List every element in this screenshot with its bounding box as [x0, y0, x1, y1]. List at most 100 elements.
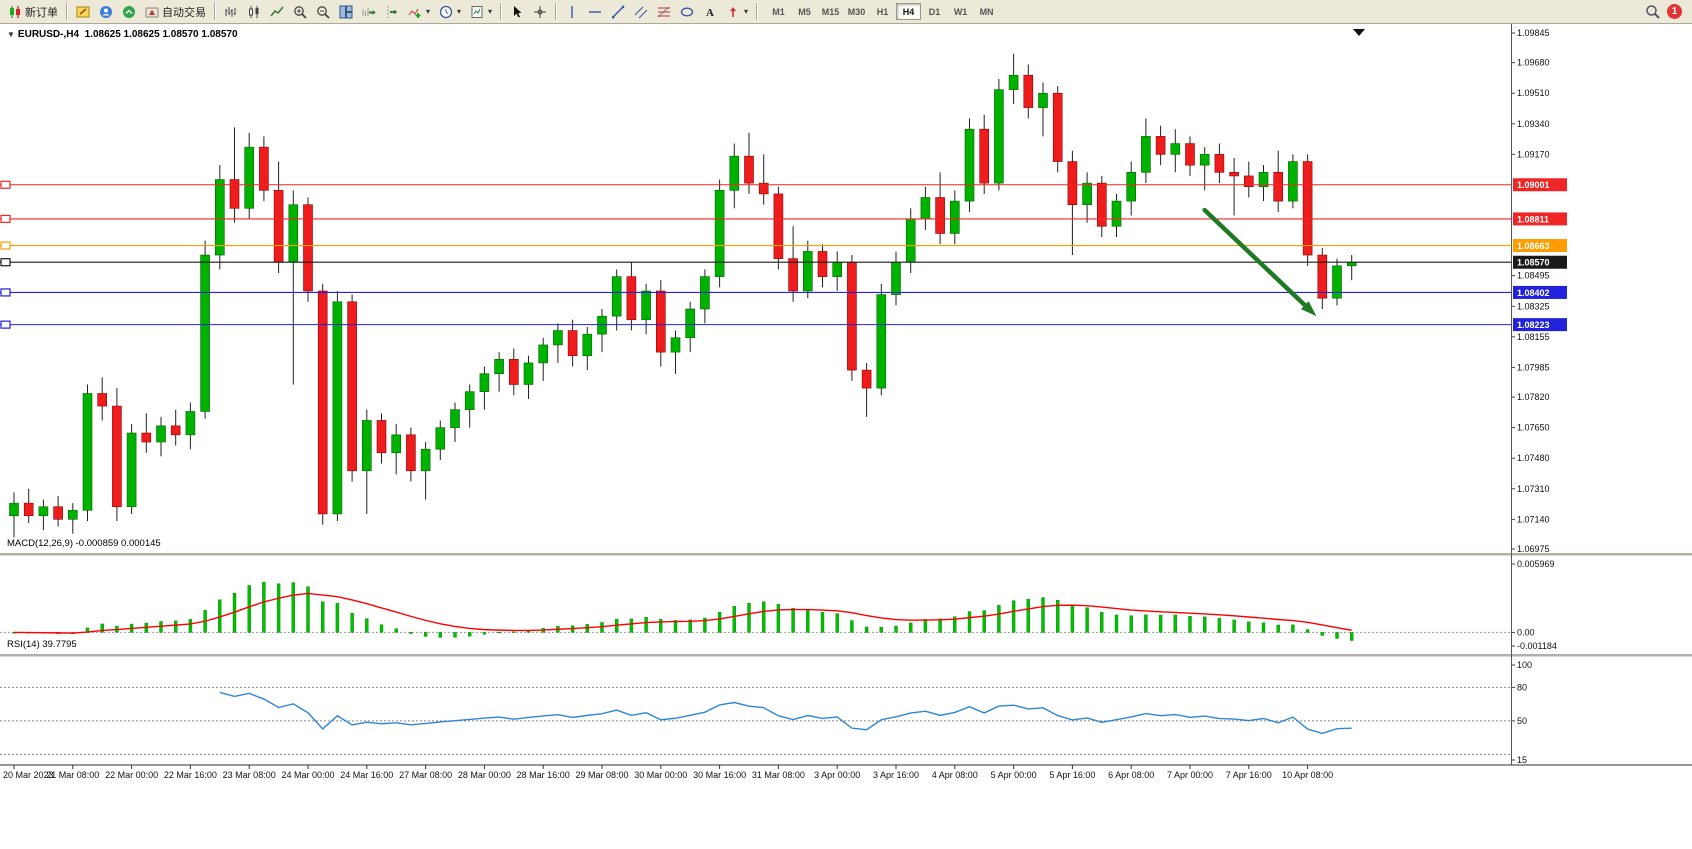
templates-icon [470, 5, 484, 19]
timeframe-mn[interactable]: MN [974, 3, 999, 20]
svg-text:80: 80 [1517, 682, 1527, 692]
auto-scroll-icon [362, 5, 376, 19]
community-button[interactable] [95, 2, 117, 22]
bar-chart-button[interactable] [220, 2, 242, 22]
chart-collapse-icon[interactable]: ▼ [7, 30, 15, 39]
trend-arrow[interactable] [1202, 207, 1317, 317]
chart-window: 1.09845 1.09680 1.09510 1.09340 1.09170 1.084… [0, 24, 1692, 849]
panel-separator[interactable] [0, 553, 1692, 556]
cursor-button[interactable] [506, 2, 528, 22]
fibonacci-icon [657, 5, 671, 19]
search-icon [1645, 4, 1660, 19]
level-lines-layer[interactable] [0, 180, 1512, 329]
svg-text:1.08663: 1.08663 [1517, 241, 1550, 251]
price-level-tag [1513, 255, 1567, 269]
svg-text:1.09510: 1.09510 [1517, 88, 1550, 98]
chart-symbol-label: EURUSD-,H4 [17, 29, 80, 40]
rsi-indicator-label: RSI(14) 39.7795 [7, 639, 77, 650]
svg-text:0.00: 0.00 [1517, 627, 1535, 637]
rsi-line [219, 691, 1352, 735]
new-order-icon [8, 5, 22, 19]
zoom-out-button[interactable] [312, 2, 334, 22]
level-line-handle [0, 320, 11, 329]
panel-separator[interactable] [0, 654, 1692, 657]
svg-text:1.08570: 1.08570 [1517, 258, 1550, 268]
level-line-handle [0, 241, 11, 250]
autotrading-button[interactable]: 自动交易 [141, 2, 210, 22]
timeframe-m15[interactable]: M15 [818, 3, 843, 20]
market-button[interactable] [118, 2, 140, 22]
channel-button[interactable] [630, 2, 652, 22]
svg-text:5 Apr 00:00: 5 Apr 00:00 [991, 770, 1037, 780]
level-line-handle [0, 214, 11, 224]
candles-layer [9, 53, 1357, 538]
ellipse-icon [680, 5, 694, 19]
svg-text:3 Apr 00:00: 3 Apr 00:00 [814, 770, 860, 780]
metaeditor-icon [76, 5, 90, 19]
svg-text:-0.001184: -0.001184 [1517, 641, 1557, 651]
chart-shift-button[interactable] [381, 2, 403, 22]
price-level-tag [1513, 178, 1567, 192]
community-icon [99, 5, 113, 19]
price-level-tag [1513, 318, 1567, 332]
dropdown-arrow-icon: ▾ [744, 7, 749, 16]
price-level-tag [1513, 285, 1567, 299]
svg-text:1.08223: 1.08223 [1517, 320, 1550, 330]
auto-scroll-button[interactable] [358, 2, 380, 22]
svg-text:3 Apr 16:00: 3 Apr 16:00 [873, 770, 919, 780]
vertical-line-button[interactable] [561, 2, 583, 22]
svg-text:1.08402: 1.08402 [1517, 288, 1550, 298]
price-axis[interactable]: 1.09845 1.09680 1.09510 1.09340 1.09170 1.084… [1511, 28, 1568, 554]
svg-text:1.08155: 1.08155 [1517, 332, 1550, 342]
candlestick-chart-icon [247, 5, 261, 19]
new-order-button[interactable]: 新订单 [4, 2, 62, 22]
timeframe-m30[interactable]: M30 [844, 3, 869, 20]
templates-button[interactable]: ▾ [466, 2, 496, 22]
clock-icon [439, 5, 453, 19]
candlestick-chart-button[interactable] [243, 2, 265, 22]
timeframe-m5[interactable]: M5 [792, 3, 817, 20]
svg-text:1.09680: 1.09680 [1517, 58, 1550, 68]
svg-text:1.08325: 1.08325 [1517, 301, 1550, 311]
svg-text:1.09845: 1.09845 [1517, 28, 1550, 38]
svg-text:1.07140: 1.07140 [1517, 514, 1550, 524]
svg-text:30 Mar 16:00: 30 Mar 16:00 [693, 770, 746, 780]
timeframe-h1[interactable]: H1 [870, 3, 895, 20]
tile-windows-button[interactable] [335, 2, 357, 22]
chart-shift-marker[interactable] [1353, 29, 1365, 36]
timeframe-m1[interactable]: M1 [766, 3, 791, 20]
shapes-button[interactable] [676, 2, 698, 22]
autotrading-icon [145, 5, 159, 19]
chart-canvas[interactable]: 1.09845 1.09680 1.09510 1.09340 1.09170 1.084… [0, 24, 1692, 849]
timeframe-d1[interactable]: D1 [922, 3, 947, 20]
horizontal-line-button[interactable] [584, 2, 606, 22]
text-label-button[interactable]: A [699, 2, 721, 22]
search-button[interactable] [1641, 2, 1664, 22]
svg-text:30 Mar 00:00: 30 Mar 00:00 [634, 770, 687, 780]
zoom-in-button[interactable] [289, 2, 311, 22]
svg-text:1.07820: 1.07820 [1517, 392, 1550, 402]
toolbar-separator [66, 3, 68, 20]
svg-text:100: 100 [1517, 660, 1532, 670]
line-chart-button[interactable] [266, 2, 288, 22]
svg-text:1.08495: 1.08495 [1517, 271, 1550, 281]
chart-shift-icon [385, 5, 399, 19]
rsi-panel: 100 80 50 15 [0, 660, 1532, 765]
metaeditor-button[interactable] [72, 2, 94, 22]
svg-text:1.07650: 1.07650 [1517, 423, 1550, 433]
timeframe-w1[interactable]: W1 [948, 3, 973, 20]
line-chart-icon [270, 5, 284, 19]
svg-text:10 Apr 08:00: 10 Apr 08:00 [1282, 770, 1333, 780]
indicators-button[interactable]: ▾ [404, 2, 434, 22]
notification-badge[interactable]: 1 [1667, 4, 1682, 19]
periods-button[interactable]: ▾ [435, 2, 465, 22]
svg-text:1.09001: 1.09001 [1517, 180, 1550, 190]
crosshair-button[interactable] [529, 2, 551, 22]
fibonacci-button[interactable] [653, 2, 675, 22]
timeframe-h4[interactable]: H4 [896, 3, 922, 20]
macd-signal-line [13, 592, 1352, 634]
trendline-button[interactable] [607, 2, 629, 22]
svg-text:1.07480: 1.07480 [1517, 453, 1550, 463]
arrows-tool-button[interactable]: ▾ [722, 2, 752, 22]
